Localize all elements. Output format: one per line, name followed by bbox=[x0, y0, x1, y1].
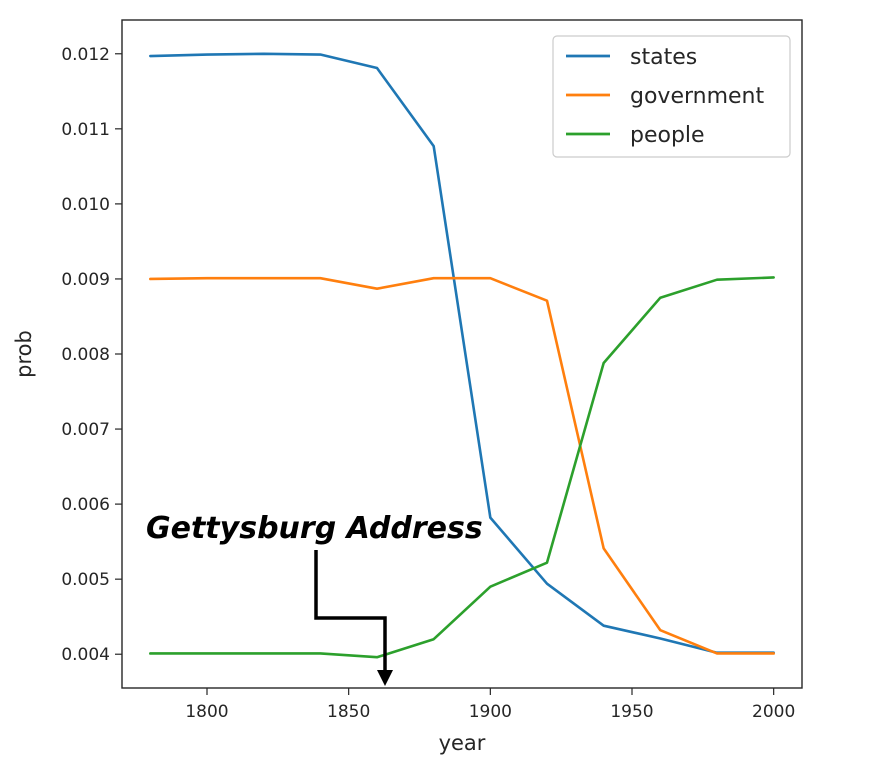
y-tick-label: 0.012 bbox=[61, 45, 110, 65]
x-tick-label: 1850 bbox=[327, 702, 370, 722]
legend: states government people bbox=[552, 35, 791, 158]
y-tick-label: 0.006 bbox=[61, 495, 110, 515]
x-tick-label: 1950 bbox=[610, 702, 653, 722]
annotation-text: Gettysburg Address bbox=[146, 511, 483, 546]
y-tick-label: 0.011 bbox=[61, 120, 110, 140]
y-tick-label: 0.008 bbox=[61, 345, 110, 365]
legend-frame bbox=[552, 35, 791, 158]
y-tick-label: 0.009 bbox=[61, 270, 110, 290]
series-line-people bbox=[149, 276, 775, 659]
legend-label-people: people bbox=[630, 123, 705, 148]
x-tick-label: 2000 bbox=[752, 702, 795, 722]
legend-label-states: states bbox=[630, 45, 697, 70]
y-axis-label: prob bbox=[12, 330, 36, 378]
y-tick-label: 0.005 bbox=[61, 570, 110, 590]
annotation: Gettysburg Address bbox=[146, 511, 483, 686]
x-axis: 1800 1850 1900 1950 2000 bbox=[185, 688, 795, 722]
x-tick-label: 1900 bbox=[469, 702, 512, 722]
series-line-states bbox=[149, 52, 775, 655]
x-axis-label: year bbox=[439, 731, 486, 755]
x-tick-label: 1800 bbox=[185, 702, 228, 722]
series-lines bbox=[149, 52, 775, 659]
y-tick-label: 0.007 bbox=[61, 420, 110, 440]
annotation-arrow-line bbox=[314, 550, 387, 672]
y-tick-label: 0.004 bbox=[61, 645, 110, 665]
y-tick-label: 0.010 bbox=[61, 195, 110, 215]
y-axis: 0.004 0.005 0.006 0.007 0.008 0.009 0.010 0.011… bbox=[61, 45, 122, 665]
annotation-arrowhead bbox=[377, 670, 393, 686]
legend-label-government: government bbox=[630, 84, 764, 109]
series-line-government bbox=[149, 276, 775, 655]
